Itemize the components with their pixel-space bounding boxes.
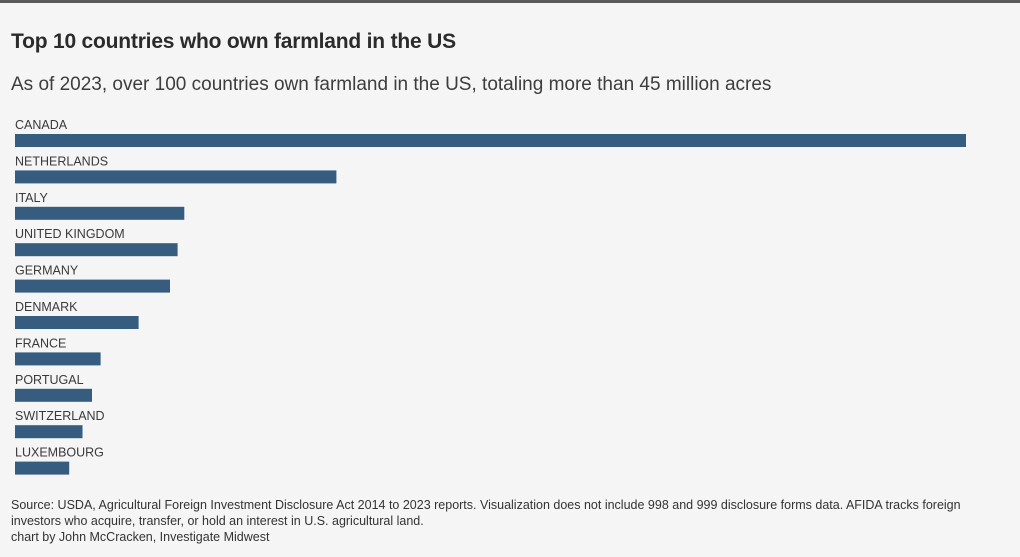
chart-title: Top 10 countries who own farmland in the…	[11, 30, 456, 53]
bar-united-kingdom[interactable]	[15, 243, 178, 257]
bar-france[interactable]	[15, 352, 101, 366]
bar-canada[interactable]	[15, 134, 966, 147]
category-label-united-kingdom: UNITED KINGDOM	[15, 227, 125, 241]
bar-italy[interactable]	[15, 206, 185, 220]
bar-portugal[interactable]	[15, 388, 92, 402]
category-label-italy: ITALY	[15, 191, 49, 205]
category-label-canada: CANADA	[15, 118, 68, 132]
bar-luxembourg[interactable]	[15, 461, 70, 475]
bar-switzerland[interactable]	[15, 425, 83, 439]
chart-credit: chart by John McCracken, Investigate Mid…	[11, 530, 270, 544]
source-text: Source: USDA, Agricultural Foreign Inves…	[11, 498, 961, 528]
bar-netherlands[interactable]	[15, 170, 337, 184]
chart-subtitle: As of 2023, over 100 countries own farml…	[11, 74, 772, 95]
bar-denmark[interactable]	[15, 316, 139, 329]
category-label-france: FRANCE	[15, 336, 66, 350]
top-rule	[0, 0, 1020, 3]
bar-chart: CANADA NETHERLANDS ITALY UNITED KINGDOM GERM…	[15, 118, 966, 475]
source-note: Source: USDA, Agricultural Foreign Inves…	[11, 497, 1001, 545]
bar-germany[interactable]	[15, 279, 170, 293]
category-label-denmark: DENMARK	[15, 300, 78, 314]
category-label-switzerland: SWITZERLAND	[15, 409, 105, 423]
category-label-netherlands: NETHERLANDS	[15, 154, 108, 168]
category-label-portugal: PORTUGAL	[15, 373, 84, 387]
category-label-germany: GERMANY	[15, 264, 79, 278]
category-label-luxembourg: LUXEMBOURG	[15, 446, 104, 460]
